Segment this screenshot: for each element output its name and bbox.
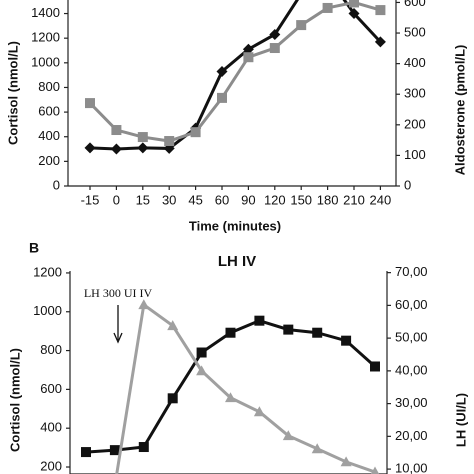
x-tick-label: 45 bbox=[188, 192, 202, 207]
series-line bbox=[115, 302, 376, 474]
y2-tick-label: 60,00 bbox=[395, 297, 428, 312]
point bbox=[196, 365, 208, 376]
point bbox=[243, 52, 254, 63]
point bbox=[254, 315, 265, 326]
y-tick-label: 1000 bbox=[31, 54, 60, 69]
y-tick-label: 800 bbox=[38, 79, 60, 94]
y-tick-label: 1000 bbox=[33, 303, 62, 318]
y-tick-label: 0 bbox=[53, 177, 60, 192]
chart-title: LH IV bbox=[218, 253, 256, 270]
y2-axis-label: Aldosterone (pmol/L) bbox=[452, 45, 467, 176]
y2-tick-label: 40,00 bbox=[395, 362, 428, 377]
x-tick-label: 180 bbox=[317, 192, 339, 207]
y2-axis-label: LH (UI/L) bbox=[453, 393, 468, 447]
x-axis-label: Time (minutes) bbox=[189, 218, 281, 233]
y2-tick-label: 70,00 bbox=[395, 264, 428, 279]
point bbox=[167, 393, 178, 404]
point bbox=[322, 2, 333, 13]
point bbox=[138, 442, 149, 453]
y2-tick-label: 400 bbox=[404, 55, 426, 70]
point bbox=[217, 92, 227, 103]
point bbox=[225, 392, 236, 403]
y2-tick-label: 600 bbox=[404, 0, 426, 9]
point bbox=[282, 430, 294, 441]
point bbox=[167, 320, 179, 331]
point bbox=[84, 142, 96, 154]
point bbox=[296, 20, 307, 31]
point bbox=[283, 324, 294, 335]
point bbox=[253, 406, 265, 417]
annotation-arrowhead bbox=[113, 332, 123, 344]
y-tick-label: 600 bbox=[38, 104, 60, 119]
y-axis-label: Cortisol (nmol/L) bbox=[5, 41, 20, 145]
point bbox=[242, 43, 254, 55]
x-tick-label: -15 bbox=[81, 192, 100, 207]
y2-tick-label: 50,00 bbox=[395, 330, 428, 345]
y2-tick-label: 300 bbox=[404, 86, 426, 101]
point bbox=[164, 136, 175, 147]
y-tick-label: 200 bbox=[40, 458, 62, 473]
y2-tick-label: 100 bbox=[404, 147, 426, 162]
point bbox=[375, 5, 386, 16]
plot-area bbox=[84, 0, 386, 155]
point bbox=[81, 447, 91, 458]
point bbox=[348, 8, 360, 20]
series-line bbox=[88, 0, 381, 143]
x-tick-label: 150 bbox=[290, 192, 312, 207]
y-axis-label: Cortisol (nmol/L) bbox=[7, 348, 22, 452]
y2-tick-label: 30,00 bbox=[395, 395, 428, 410]
point bbox=[374, 36, 386, 48]
point bbox=[311, 443, 323, 454]
y-tick-label: 1400 bbox=[31, 5, 60, 20]
point bbox=[109, 445, 120, 456]
point bbox=[225, 327, 236, 338]
y2-tick-label: 10,00 bbox=[395, 461, 428, 474]
x-tick-label: 30 bbox=[162, 192, 176, 207]
y-tick-label: 1200 bbox=[31, 30, 60, 45]
point bbox=[349, 0, 359, 8]
plot-area bbox=[81, 299, 380, 474]
point bbox=[190, 127, 201, 138]
y-tick-label: 800 bbox=[40, 342, 62, 357]
point bbox=[341, 335, 352, 346]
y2-tick-label: 0 bbox=[404, 177, 411, 192]
x-tick-label: 120 bbox=[264, 192, 286, 207]
point bbox=[85, 98, 95, 109]
y-tick-label: 1200 bbox=[33, 264, 62, 279]
y-tick-label: 200 bbox=[38, 153, 60, 168]
y-tick-label: 400 bbox=[40, 420, 62, 435]
point bbox=[269, 28, 281, 40]
point bbox=[196, 347, 207, 358]
point bbox=[312, 327, 323, 338]
point bbox=[340, 456, 352, 467]
point bbox=[138, 299, 150, 310]
point bbox=[370, 466, 380, 474]
point bbox=[137, 132, 148, 143]
point bbox=[137, 142, 149, 154]
y-tick-label: 600 bbox=[40, 381, 62, 396]
point bbox=[111, 125, 122, 136]
x-tick-label: 240 bbox=[370, 192, 392, 207]
x-tick-label: 90 bbox=[241, 192, 255, 207]
x-tick-label: 60 bbox=[215, 192, 229, 207]
x-tick-label: 0 bbox=[113, 192, 120, 207]
y2-tick-label: 200 bbox=[404, 116, 426, 131]
annotation: LH 300 UI IV bbox=[84, 286, 153, 300]
x-tick-label: 210 bbox=[343, 192, 365, 207]
point bbox=[370, 361, 380, 372]
y2-tick-label: 500 bbox=[404, 24, 426, 39]
series-line bbox=[89, 0, 382, 151]
y2-tick-label: 20,00 bbox=[395, 428, 428, 443]
panel-label: B bbox=[29, 240, 39, 256]
y-tick-label: 400 bbox=[38, 128, 60, 143]
x-tick-label: 15 bbox=[136, 192, 150, 207]
point bbox=[269, 43, 280, 54]
point bbox=[216, 65, 228, 77]
point bbox=[110, 143, 122, 155]
